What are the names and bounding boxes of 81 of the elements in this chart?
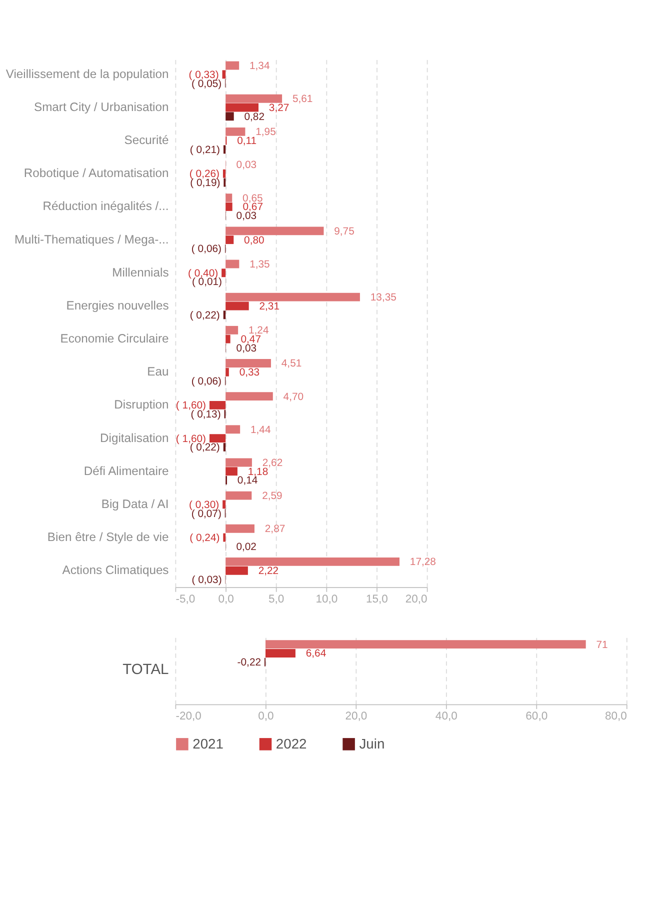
y-tick-label: Actions Climatiques bbox=[62, 563, 169, 578]
data-label: ( 0,22) bbox=[190, 310, 220, 322]
data-label: 0,14 bbox=[237, 476, 258, 487]
data-label: 1,95 bbox=[256, 127, 276, 138]
data-label: ( 1,60) bbox=[176, 434, 206, 445]
data-label: 2,22 bbox=[258, 566, 279, 578]
x-tick-label: 15,0 bbox=[366, 593, 388, 606]
data-label: ( 0,40) bbox=[188, 268, 218, 280]
data-label: 0,11 bbox=[237, 136, 257, 148]
data-label: 0,03 bbox=[236, 160, 257, 172]
legend-label: Juin bbox=[359, 736, 385, 752]
y-tick-label: Robotique / Automatisation bbox=[24, 166, 169, 180]
data-label: ( 0,06) bbox=[191, 244, 222, 256]
x-tick-label: 20,0 bbox=[345, 710, 368, 722]
data-label: ( 0,24) bbox=[190, 532, 220, 544]
y-tick-label: TOTAL bbox=[122, 662, 169, 678]
x-tick-label: 0,0 bbox=[218, 593, 234, 606]
y-tick-label: Digitalisation bbox=[100, 430, 169, 445]
data-label: 0,03 bbox=[236, 211, 257, 222]
data-label: 0,02 bbox=[236, 542, 257, 553]
legend-label: 2021 bbox=[192, 736, 224, 752]
y-tick-label: Bien être / Style de vie bbox=[47, 530, 169, 544]
data-label: ( 0,21) bbox=[190, 144, 220, 156]
data-label: 4,70 bbox=[283, 392, 304, 403]
data-label: ( 0,03) bbox=[192, 574, 222, 586]
data-label: ( 0,26) bbox=[189, 169, 220, 180]
y-tick-label: Multi-Thematiques / Mega-... bbox=[14, 232, 169, 246]
data-label: 1,44 bbox=[250, 424, 271, 436]
data-label: 1,35 bbox=[250, 259, 270, 270]
data-label: ( 0,22) bbox=[190, 442, 220, 454]
x-tick-label: 10,0 bbox=[316, 593, 338, 606]
x-tick-label: 60,0 bbox=[526, 710, 548, 722]
data-label: ( 0,01) bbox=[192, 277, 222, 288]
data-label: 71 bbox=[596, 640, 608, 651]
y-tick-label: Disruption bbox=[114, 398, 169, 412]
data-label: 2,87 bbox=[264, 524, 286, 536]
x-tick-label: 40,0 bbox=[435, 710, 458, 722]
data-label: ( 0,06) bbox=[191, 376, 222, 388]
legend-label: 2022 bbox=[276, 736, 308, 752]
data-label: 9,75 bbox=[334, 226, 355, 238]
data-label: 2,59 bbox=[262, 491, 283, 502]
x-tick-label: 5,0 bbox=[268, 593, 284, 606]
x-tick-label: 80,0 bbox=[604, 710, 627, 722]
data-label: ( 0,19) bbox=[190, 178, 220, 190]
x-tick-label: -20,0 bbox=[176, 710, 202, 722]
y-tick-label: Vieillissement de la population bbox=[6, 66, 169, 81]
data-label: 0,03 bbox=[236, 343, 257, 354]
data-label: 5,61 bbox=[292, 94, 313, 106]
y-tick-label: Economie Circulaire bbox=[60, 332, 170, 346]
data-label: ( 0,07) bbox=[191, 508, 222, 520]
data-label: 1,18 bbox=[248, 466, 268, 478]
data-label: 0,82 bbox=[244, 112, 265, 123]
y-tick-label: Big Data / AI bbox=[101, 496, 169, 511]
y-tick-label: Securité bbox=[124, 133, 170, 148]
y-tick-label: Réduction inégalités /... bbox=[42, 199, 169, 214]
y-tick-label: Eau bbox=[147, 364, 169, 379]
data-label: 0,80 bbox=[244, 235, 265, 246]
data-label: -0,22 bbox=[237, 658, 262, 669]
data-label: 1,34 bbox=[249, 61, 270, 72]
y-tick-label: Défi Alimentaire bbox=[84, 464, 169, 478]
data-label: 13,35 bbox=[370, 292, 397, 304]
y-tick-label: Smart City / Urbanisation bbox=[34, 100, 169, 114]
data-label: 0,67 bbox=[242, 202, 264, 214]
data-label: ( 1,60) bbox=[176, 400, 206, 412]
data-label: ( 0,13) bbox=[190, 410, 221, 421]
data-label: 0,33 bbox=[239, 368, 260, 379]
data-label: 2,31 bbox=[259, 301, 280, 312]
data-label: 2,62 bbox=[262, 458, 283, 469]
data-label: 6,64 bbox=[306, 648, 326, 660]
data-label: 4,51 bbox=[281, 358, 302, 370]
data-label: ( 0,33) bbox=[188, 70, 219, 81]
data-label: 3,27 bbox=[268, 102, 290, 114]
x-tick-label: 20,0 bbox=[405, 593, 428, 606]
x-tick-label: 0,0 bbox=[258, 710, 274, 722]
data-label: 0,65 bbox=[242, 193, 264, 204]
y-tick-label: Energies nouvelles bbox=[66, 298, 169, 312]
data-label: ( 0,30) bbox=[189, 500, 220, 511]
data-label: 17,28 bbox=[410, 557, 436, 568]
data-label: ( 0,05) bbox=[192, 78, 222, 90]
x-tick-label: -5,0 bbox=[176, 593, 196, 606]
y-tick-label: Millennials bbox=[112, 265, 169, 280]
